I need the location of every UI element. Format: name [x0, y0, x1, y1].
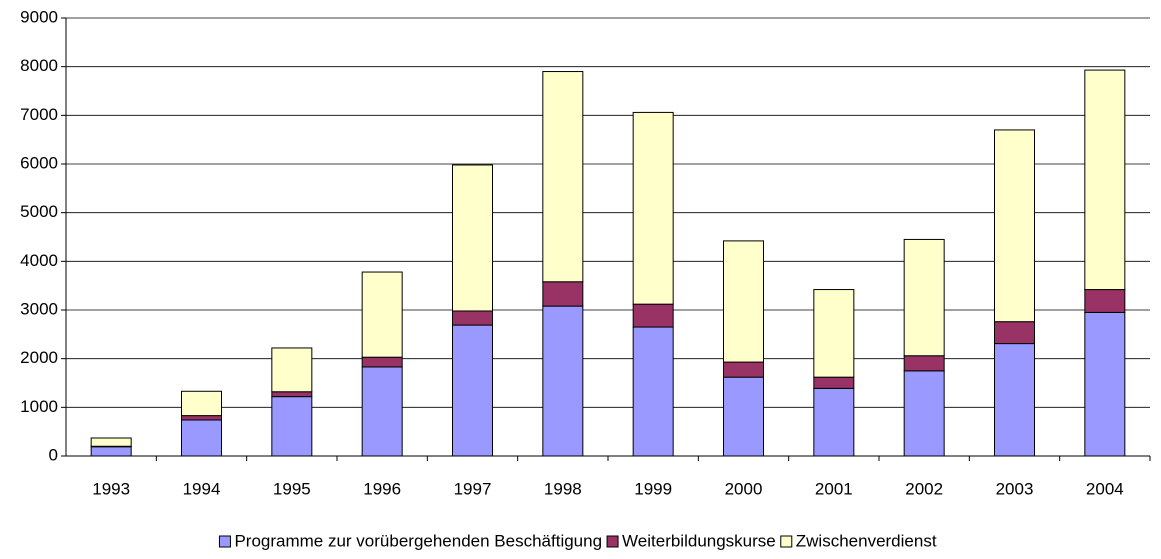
bar-segment — [543, 306, 583, 456]
x-tick-label: 1999 — [634, 479, 672, 498]
bar-segment — [724, 241, 764, 362]
bar-segment — [814, 290, 854, 378]
bar-segment — [1085, 70, 1125, 289]
x-tick-label: 2000 — [725, 479, 763, 498]
y-tick-label: 2000 — [20, 348, 58, 367]
legend-label: Programme zur vorübergehenden Beschäftig… — [234, 531, 602, 550]
bar-segment — [1085, 290, 1125, 313]
bar-segment — [453, 311, 493, 325]
bar-segment — [904, 371, 944, 456]
legend-swatch — [781, 536, 792, 547]
bar-segment — [272, 392, 312, 397]
y-tick-label: 7000 — [20, 105, 58, 124]
bar-segment — [543, 282, 583, 306]
x-tick-label: 2003 — [996, 479, 1034, 498]
bar-segment — [814, 388, 854, 456]
bar-segment — [633, 304, 673, 327]
bar-segment — [904, 239, 944, 355]
bar-segment — [633, 112, 673, 304]
x-tick-label: 1997 — [454, 479, 492, 498]
bar-segment — [272, 397, 312, 456]
x-tick-label: 1995 — [273, 479, 311, 498]
y-tick-label: 8000 — [20, 56, 58, 75]
y-tick-label: 6000 — [20, 153, 58, 172]
x-tick-label: 2002 — [905, 479, 943, 498]
x-tick-label: 2001 — [815, 479, 853, 498]
legend-swatch — [219, 536, 230, 547]
bar-segment — [453, 325, 493, 456]
y-tick-label: 9000 — [20, 7, 58, 26]
bar-segment — [995, 130, 1035, 322]
bar-segment — [814, 377, 854, 388]
x-tick-label: 1994 — [183, 479, 221, 498]
bar-segment — [362, 367, 402, 456]
bar-segment — [182, 420, 222, 456]
bar-segment — [995, 322, 1035, 344]
bar-segment — [182, 416, 222, 420]
bar-segment — [91, 438, 131, 446]
y-tick-label: 1000 — [20, 397, 58, 416]
x-tick-label: 2004 — [1086, 479, 1124, 498]
bar-segment — [724, 362, 764, 377]
legend-label: Weiterbildungskurse — [622, 531, 776, 550]
x-tick-label: 1998 — [544, 479, 582, 498]
bar-segment — [453, 165, 493, 311]
bar-segment — [272, 348, 312, 392]
bar-segment — [182, 391, 222, 415]
bar-segment — [633, 327, 673, 456]
y-tick-label: 3000 — [20, 299, 58, 318]
bar-segment — [362, 357, 402, 367]
x-tick-label: 1996 — [363, 479, 401, 498]
legend-label: Zwischenverdienst — [796, 531, 937, 550]
bar-segment — [904, 356, 944, 371]
bar-segment — [362, 272, 402, 357]
bar-segment — [1085, 312, 1125, 456]
bar-segment — [91, 447, 131, 456]
x-tick-label: 1993 — [92, 479, 130, 498]
y-tick-label: 4000 — [20, 251, 58, 270]
bar-segment — [724, 377, 764, 456]
bar-segment — [543, 72, 583, 282]
legend-swatch — [607, 536, 618, 547]
y-tick-label: 0 — [49, 445, 58, 464]
bar-segment — [995, 344, 1035, 456]
y-tick-label: 5000 — [20, 202, 58, 221]
